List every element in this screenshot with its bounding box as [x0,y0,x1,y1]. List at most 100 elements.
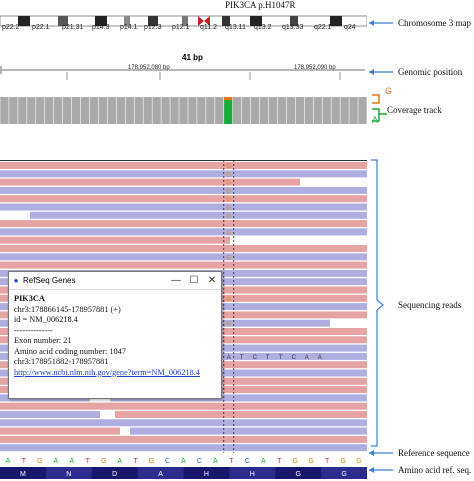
read-base-letter: G [226,206,231,212]
refseq-genes-popup[interactable]: ● RefSeq Genes — ☐ ✕ PIK3CA chr3:1788661… [8,271,222,399]
reference-base: T [22,458,27,465]
coverage-bar [206,97,215,124]
amino-acid-letter: G [341,471,346,478]
coverage-bar [241,97,251,124]
coverage-bar [286,97,296,124]
read-base-letter: G [226,322,231,328]
position-label: 178,952,090 bp [294,65,336,71]
coverage-bar [224,97,233,124]
popup-titlebar[interactable]: ● RefSeq Genes — ☐ ✕ [9,272,221,290]
coverage-bar [295,97,305,124]
exon-number: Exon number: 21 [14,336,72,345]
coverage-bar [36,97,45,124]
reference-sequence-label: Reference sequence [398,448,470,458]
amino-acid-cell [137,467,184,479]
coverage-bar [125,97,134,124]
separator: -------------- [14,325,53,335]
read-sequence-letter: T [279,355,283,361]
reference-base: G [37,458,42,465]
chromosome-band-label: q13.33 [282,24,304,31]
read-sequence-letter: T [266,355,270,361]
maximize-icon[interactable]: ☐ [189,275,199,286]
gene-name: PIK3CA [14,294,45,303]
chromosome-band-label: q24 [344,24,356,31]
read-bar [0,170,367,178]
read-bar [130,427,367,435]
chromosome-map-label: Chromosome 3 map [398,18,471,28]
read-base-letter: G [226,255,231,261]
read-bar [0,444,367,452]
coverage-bar [277,97,287,124]
reference-base: T [277,458,282,465]
amino-acid-letter: N [66,471,71,478]
read-bar [110,394,367,402]
gene-id: id = NM_006218.4 [14,315,78,324]
amino-acid-cell [45,467,92,479]
chromosome-band-label: q13.2 [254,24,272,31]
gene-location: chr3:178866145-178957881 (+) [14,304,121,314]
ncbi-link[interactable]: http://www.ncbi.nlm.nih.gov/gene?term=NM… [14,367,200,377]
refseq-app-icon: ● [13,276,19,285]
read-bar [0,419,367,427]
read-bar [0,402,367,410]
amino-acid-letter: H [204,471,209,478]
reference-base: T [86,458,91,465]
read-base-letter: G [226,172,231,178]
coverage-bar [107,97,117,124]
coverage-bar [197,97,206,124]
coverage-track-label: Coverage track [387,105,442,115]
reference-base: G [356,458,361,465]
reference-base: A [54,458,59,465]
coverage-bar [98,97,108,124]
chromosome-band-label: p14.1 [120,24,138,31]
coverage-bar [358,97,367,124]
allele-g-label: G [385,86,393,96]
read-bar [0,186,367,194]
chromosome-band-label: p22.2 [2,24,20,31]
chromosome-band-label: q13.11 [225,24,246,31]
read-base-letter: G [226,164,231,170]
amino-acid-letter: G [295,471,300,478]
read-base-letter: G [226,214,231,220]
read-base-letter: G [226,230,231,236]
coverage-bar [116,97,126,124]
reference-base: G [292,458,297,465]
reference-base: A [117,458,122,465]
read-bar [0,253,367,261]
amino-acid-cell [229,467,276,479]
close-icon[interactable]: ✕ [207,275,217,286]
read-base-letter: G [226,197,231,203]
read-sequence-letter: C [292,355,297,361]
chromosome-band-label: p14.3 [92,24,110,31]
read-base-letter: G [226,189,231,195]
reference-base: G [101,458,106,465]
read-bar [0,178,300,186]
exon-location: chr3:178951882-178957881 [14,357,109,366]
coverage-bar [89,97,99,124]
reference-base: G [308,458,313,465]
coverage-bar [45,97,54,124]
read-bar [115,411,367,418]
reference-base: G [149,458,154,465]
reference-base: C [245,458,250,465]
read-bar [0,195,367,203]
coverage-g-fraction [224,97,233,100]
read-bar [0,435,367,443]
chromosome-ideogram[interactable] [0,14,367,34]
reference-base: T [229,458,234,465]
chromosome-band-label: p21.31 [62,24,84,31]
reference-base: C [165,458,170,465]
read-bar [0,411,100,418]
coverage-bar [9,97,18,124]
minimize-icon[interactable]: — [171,275,181,286]
bp-size-label: 41 bp [182,53,203,62]
coverage-bar [322,97,331,124]
read-sequence-letter: C [253,355,258,361]
coverage-bar [170,97,179,124]
read-sequence-letter: A [318,355,322,361]
amino-acid-cell [321,467,367,479]
coverage-bar [80,97,90,124]
reference-base: A [181,458,186,465]
coverage-track[interactable] [0,94,367,124]
